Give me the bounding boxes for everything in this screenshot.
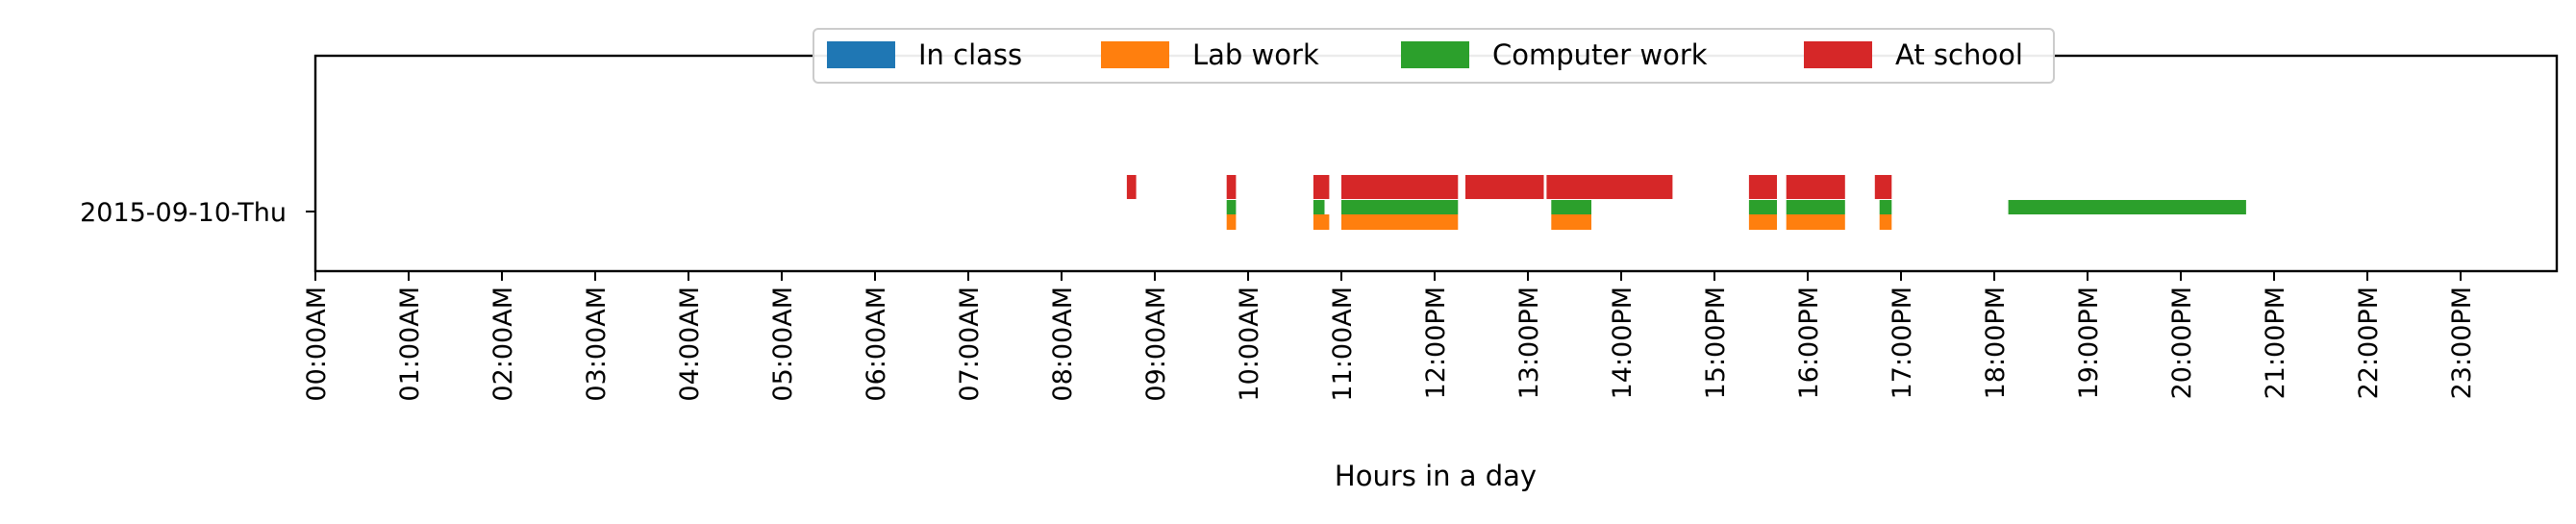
x-tick-label-12: 12:00PM [1421, 287, 1451, 399]
x-tick-label-15: 15:00PM [1701, 287, 1731, 399]
bar-computer-work-6 [1879, 200, 1892, 214]
bars-layer [1126, 175, 2246, 230]
x-tick-label-5: 05:00AM [768, 287, 798, 402]
x-tick-label-20: 20:00PM [2167, 287, 2197, 399]
x-tick-label-11: 11:00AM [1328, 287, 1358, 402]
bar-at-school-7 [1786, 175, 1845, 199]
bar-at-school-4 [1465, 175, 1544, 199]
x-tick-label-1: 01:00AM [395, 287, 425, 402]
bar-at-school-6 [1748, 175, 1777, 199]
x-tick-label-13: 13:00PM [1514, 287, 1544, 399]
bar-at-school-0 [1126, 175, 1137, 199]
bar-lab-work-3 [1551, 214, 1591, 230]
x-tick-label-7: 07:00AM [955, 287, 985, 402]
x-tick-label-23: 23:00PM [2447, 287, 2477, 399]
bar-computer-work-1 [1313, 200, 1325, 214]
x-tick-label-16: 16:00PM [1794, 287, 1824, 399]
legend-swatch-computer-work [1401, 41, 1469, 68]
x-tick-label-18: 18:00PM [1981, 287, 2011, 399]
y-axis: 2015-09-10-Thu [80, 198, 315, 228]
bar-lab-work-1 [1313, 214, 1330, 230]
x-tick-label-8: 08:00AM [1048, 287, 1078, 402]
bar-lab-work-0 [1226, 214, 1237, 230]
legend-label-lab-work: Lab work [1192, 38, 1319, 71]
x-axis: 00:00AM 01:00AM 02:00AM 03:00AM 04:00AM 05:00… [302, 271, 2477, 402]
legend-swatch-in-class [827, 41, 895, 68]
plot-frame [313, 54, 2559, 273]
bar-computer-work-2 [1341, 200, 1459, 214]
bar-computer-work-5 [1786, 200, 1845, 214]
x-tick-label-19: 19:00PM [2074, 287, 2104, 399]
bar-computer-work-4 [1748, 200, 1777, 214]
legend-label-in-class: In class [918, 38, 1022, 71]
x-tick-label-0: 00:00AM [302, 287, 332, 402]
x-tick-label-21: 21:00PM [2261, 287, 2290, 399]
legend-label-computer-work: Computer work [1492, 38, 1708, 71]
bar-computer-work-7 [2008, 200, 2246, 214]
legend-label-at-school: At school [1895, 38, 2023, 71]
x-tick-label-3: 03:00AM [582, 287, 612, 402]
bar-at-school-8 [1874, 175, 1892, 199]
bar-lab-work-6 [1879, 214, 1892, 230]
y-tick-label-0: 2015-09-10-Thu [80, 198, 287, 228]
x-tick-label-2: 02:00AM [488, 287, 518, 402]
legend-swatch-at-school [1804, 41, 1872, 68]
x-tick-label-14: 14:00PM [1608, 287, 1638, 399]
bar-at-school-5 [1546, 175, 1673, 199]
bar-lab-work-4 [1748, 214, 1777, 230]
bar-at-school-3 [1341, 175, 1459, 199]
bar-computer-work-0 [1226, 200, 1237, 214]
legend-swatch-lab-work [1101, 41, 1169, 68]
x-tick-label-4: 04:00AM [675, 287, 705, 402]
bar-lab-work-5 [1786, 214, 1845, 230]
bar-at-school-2 [1313, 175, 1330, 199]
bar-at-school-1 [1226, 175, 1237, 199]
legend: In class Lab work Computer work At school [813, 28, 2055, 84]
x-tick-label-6: 06:00AM [862, 287, 891, 402]
x-tick-label-10: 10:00AM [1235, 287, 1264, 402]
x-tick-label-17: 17:00PM [1888, 287, 1917, 399]
x-tick-label-22: 22:00PM [2354, 287, 2384, 399]
bar-computer-work-3 [1551, 200, 1591, 214]
x-axis-label: Hours in a day [1335, 460, 1537, 492]
x-tick-label-9: 09:00AM [1141, 287, 1171, 402]
bar-lab-work-2 [1341, 214, 1459, 230]
